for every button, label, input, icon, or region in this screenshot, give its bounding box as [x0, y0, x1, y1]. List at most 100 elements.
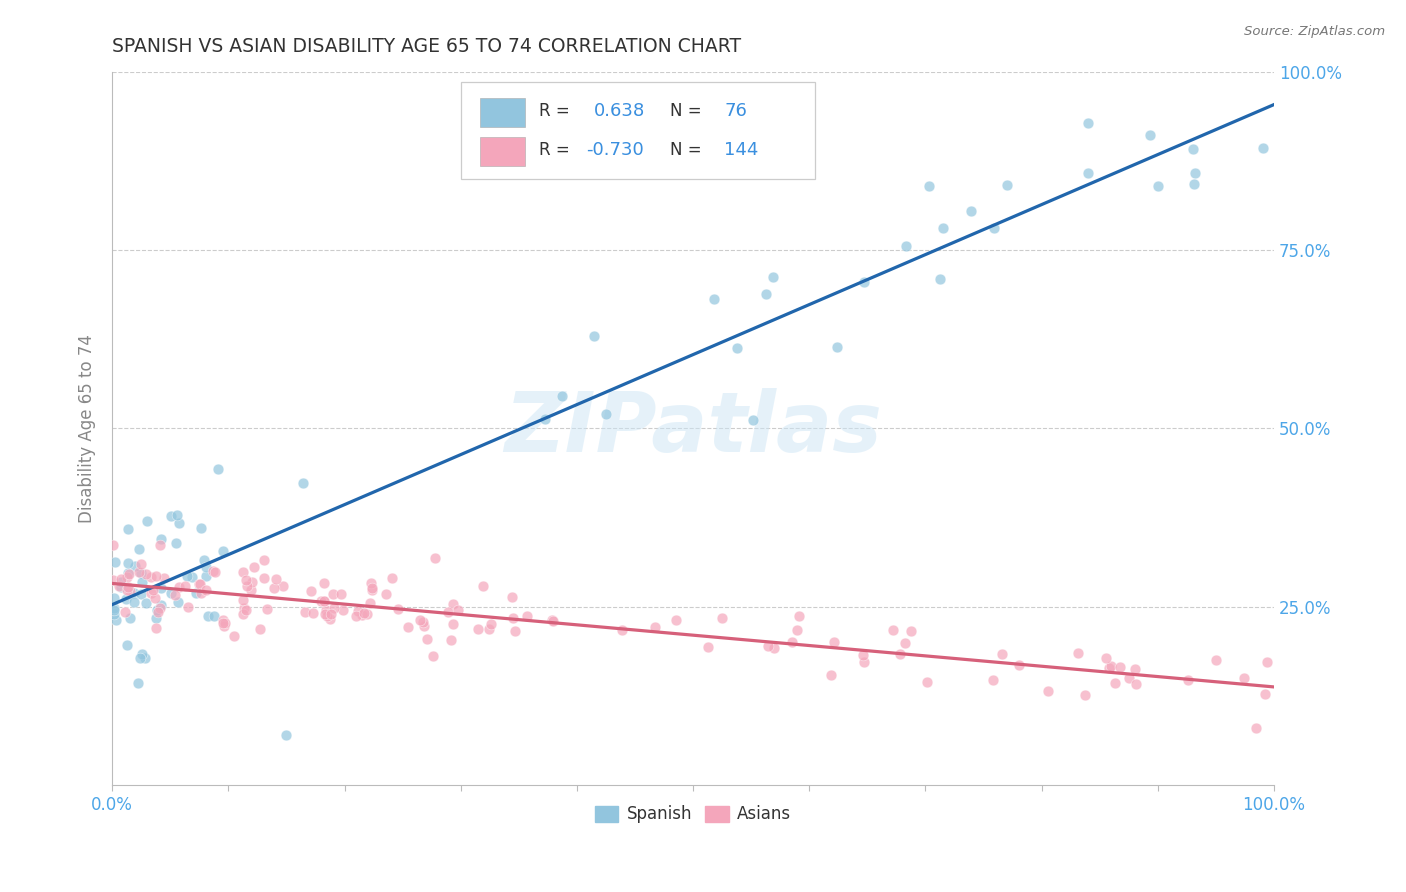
Point — [117, 566, 139, 581]
Point — [101, 538, 124, 552]
Point — [190, 521, 212, 535]
Point — [1251, 140, 1274, 154]
Point — [1073, 688, 1095, 702]
Text: -0.730: -0.730 — [586, 141, 644, 159]
Point — [1098, 661, 1121, 675]
Point — [146, 605, 169, 619]
Point — [195, 559, 218, 574]
Point — [117, 522, 139, 536]
Point — [177, 599, 200, 614]
Point — [266, 573, 288, 587]
Point — [212, 613, 235, 627]
Point — [256, 602, 278, 616]
Text: SPANISH VS ASIAN DISABILITY AGE 65 TO 74 CORRELATION CHART: SPANISH VS ASIAN DISABILITY AGE 65 TO 74… — [112, 37, 741, 56]
Point — [212, 619, 235, 633]
Point — [1139, 128, 1161, 142]
Point — [314, 607, 336, 621]
Point — [436, 605, 458, 619]
Point — [142, 582, 165, 597]
Point — [163, 588, 186, 602]
Point — [201, 564, 224, 578]
Point — [120, 611, 142, 625]
Point — [481, 617, 503, 632]
Point — [582, 329, 605, 343]
Point — [1067, 646, 1090, 660]
Point — [312, 576, 335, 591]
Point — [322, 587, 344, 601]
Point — [756, 639, 779, 653]
Point — [190, 585, 212, 599]
Point — [131, 647, 153, 661]
Point — [149, 601, 172, 615]
Point — [204, 565, 226, 579]
Point — [959, 203, 981, 218]
Text: N =: N = — [669, 141, 711, 159]
Point — [332, 603, 354, 617]
Point — [103, 591, 125, 605]
Point — [353, 606, 375, 620]
Point — [361, 582, 384, 596]
Point — [540, 613, 562, 627]
Text: 76: 76 — [724, 102, 748, 120]
Point — [1147, 179, 1170, 194]
Point — [212, 616, 235, 631]
Point — [249, 622, 271, 636]
Point — [1205, 653, 1227, 667]
Point — [422, 649, 444, 664]
Point — [118, 583, 141, 598]
Point — [166, 594, 188, 608]
Point — [381, 570, 404, 584]
Point — [1123, 662, 1146, 676]
Point — [516, 608, 538, 623]
Text: Source: ZipAtlas.com: Source: ZipAtlas.com — [1244, 25, 1385, 38]
Point — [188, 577, 211, 591]
Point — [853, 276, 876, 290]
Point — [135, 596, 157, 610]
Point — [232, 565, 254, 579]
Point — [1182, 177, 1205, 191]
Point — [129, 557, 152, 571]
Point — [412, 615, 434, 630]
Point — [595, 408, 617, 422]
Point — [889, 647, 911, 661]
Point — [503, 624, 526, 639]
Text: ZIPatlas: ZIPatlas — [505, 388, 882, 469]
Point — [995, 178, 1018, 193]
Point — [446, 602, 468, 616]
Point — [235, 603, 257, 617]
Point — [104, 613, 127, 627]
Point — [263, 581, 285, 595]
Point — [755, 287, 778, 301]
Point — [396, 620, 419, 634]
Point — [374, 587, 396, 601]
Point — [477, 622, 499, 636]
Point — [117, 556, 139, 570]
Point — [207, 461, 229, 475]
Point — [551, 389, 574, 403]
Point — [360, 583, 382, 598]
Point — [104, 555, 127, 569]
Point — [852, 648, 875, 662]
Point — [409, 613, 432, 627]
Point — [322, 601, 344, 615]
Point — [991, 648, 1014, 662]
Point — [1125, 676, 1147, 690]
Point — [387, 601, 409, 615]
Point — [893, 636, 915, 650]
Point — [103, 607, 125, 621]
Point — [129, 587, 152, 601]
Point — [197, 609, 219, 624]
Point — [762, 269, 785, 284]
Point — [110, 580, 132, 594]
Point — [276, 728, 298, 742]
Point — [139, 586, 162, 600]
Point — [122, 586, 145, 600]
Point — [644, 620, 666, 634]
Point — [786, 624, 808, 638]
Point — [141, 570, 163, 584]
Point — [167, 516, 190, 530]
Point — [541, 614, 564, 628]
Point — [346, 604, 368, 618]
Legend: Spanish, Asians: Spanish, Asians — [588, 798, 797, 830]
Point — [356, 607, 378, 621]
